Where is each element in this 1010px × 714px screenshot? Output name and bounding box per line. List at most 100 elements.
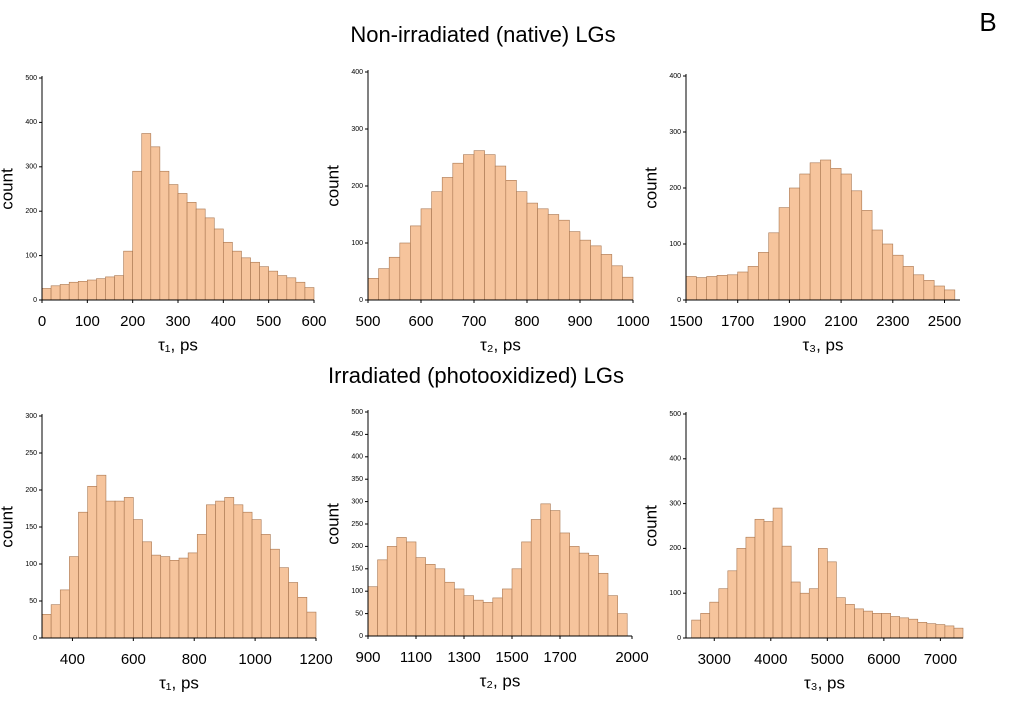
bar bbox=[808, 588, 819, 639]
bar bbox=[913, 274, 925, 301]
x-tick-label: 800 bbox=[514, 313, 539, 330]
bar bbox=[772, 507, 783, 639]
bar bbox=[87, 485, 98, 639]
y-tick-label: 300 bbox=[351, 126, 363, 133]
bar bbox=[168, 184, 179, 301]
y-tick-label: 250 bbox=[351, 521, 363, 528]
bar bbox=[953, 627, 964, 639]
x-tick-label: 5000 bbox=[811, 651, 844, 668]
y-axis-label: count bbox=[641, 167, 660, 209]
x-tick-label: 900 bbox=[355, 649, 380, 666]
y-axis-label: count bbox=[0, 168, 16, 210]
bar bbox=[700, 613, 711, 639]
bar bbox=[871, 229, 883, 301]
y-tick-label: 200 bbox=[669, 185, 681, 192]
y-tick-label: 500 bbox=[669, 411, 681, 418]
x-tick-label: 1500 bbox=[669, 313, 702, 330]
bar bbox=[232, 250, 242, 301]
bar bbox=[747, 266, 759, 301]
x-tick-label: 4000 bbox=[754, 651, 787, 668]
x-tick-label: 1000 bbox=[616, 313, 649, 330]
bar bbox=[727, 274, 738, 301]
bar bbox=[196, 534, 207, 639]
row-title: Non-irradiated (native) LGs bbox=[350, 22, 615, 47]
bar bbox=[213, 228, 224, 301]
bar bbox=[550, 510, 561, 637]
bar bbox=[415, 557, 426, 637]
y-tick-label: 250 bbox=[25, 450, 37, 457]
bar bbox=[69, 556, 79, 639]
bar bbox=[763, 521, 774, 639]
y-tick-label: 400 bbox=[25, 119, 37, 126]
bar bbox=[881, 613, 891, 639]
x-tick-label: 600 bbox=[408, 313, 433, 330]
bar bbox=[367, 586, 378, 637]
y-tick-label: 200 bbox=[351, 183, 363, 190]
x-tick-label: 1700 bbox=[543, 649, 576, 666]
bar bbox=[87, 279, 97, 301]
bar bbox=[706, 276, 718, 301]
bar bbox=[473, 150, 485, 301]
bar bbox=[96, 278, 106, 301]
x-tick-label: 1700 bbox=[721, 313, 754, 330]
bar bbox=[736, 548, 747, 639]
bar bbox=[169, 559, 180, 639]
bar bbox=[799, 173, 811, 301]
bar bbox=[304, 287, 315, 301]
bar bbox=[600, 254, 613, 301]
bar bbox=[41, 288, 52, 301]
y-tick-label: 100 bbox=[351, 240, 363, 247]
y-tick-label: 300 bbox=[25, 413, 37, 420]
y-tick-label: 0 bbox=[677, 297, 681, 304]
y-tick-label: 0 bbox=[359, 297, 363, 304]
bar bbox=[511, 568, 522, 637]
y-tick-label: 500 bbox=[351, 409, 363, 416]
bar bbox=[270, 548, 280, 639]
bar bbox=[578, 552, 590, 637]
y-tick-label: 0 bbox=[33, 635, 37, 642]
x-tick-label: 2500 bbox=[928, 313, 961, 330]
x-tick-label: 1100 bbox=[400, 649, 432, 666]
x-tick-label: 1000 bbox=[238, 651, 271, 668]
bar bbox=[505, 180, 517, 301]
y-tick-label: 100 bbox=[25, 252, 37, 259]
bar bbox=[105, 276, 115, 301]
bar bbox=[758, 252, 770, 301]
bar bbox=[872, 613, 882, 639]
bar bbox=[745, 536, 756, 639]
bar bbox=[935, 624, 946, 639]
bar bbox=[840, 173, 852, 301]
bar bbox=[59, 284, 70, 301]
bar bbox=[902, 266, 914, 301]
bar bbox=[463, 154, 475, 301]
y-axis-label: count bbox=[0, 506, 16, 548]
bar bbox=[492, 597, 503, 637]
y-tick-label: 150 bbox=[351, 566, 363, 573]
y-tick-label: 100 bbox=[25, 561, 37, 568]
bar bbox=[50, 285, 61, 301]
bar bbox=[540, 503, 551, 637]
y-tick-label: 350 bbox=[351, 476, 363, 483]
bar bbox=[917, 622, 928, 639]
bar bbox=[836, 597, 846, 639]
bar bbox=[251, 519, 262, 639]
bar bbox=[617, 613, 628, 637]
bar bbox=[114, 275, 124, 301]
x-axis-label: τ₂, ps bbox=[480, 335, 521, 354]
bar bbox=[388, 256, 401, 301]
x-tick-label: 0 bbox=[38, 313, 46, 330]
bar bbox=[223, 241, 233, 301]
y-tick-label: 200 bbox=[25, 208, 37, 215]
panel-label: B bbox=[979, 7, 996, 37]
bar bbox=[260, 534, 271, 639]
bar bbox=[434, 568, 446, 637]
bar bbox=[425, 564, 436, 637]
x-tick-label: 1300 bbox=[447, 649, 480, 666]
bar bbox=[516, 191, 528, 301]
bar bbox=[778, 207, 790, 301]
bar bbox=[215, 500, 225, 639]
x-tick-label: 1500 bbox=[495, 649, 528, 666]
bar bbox=[233, 504, 244, 639]
bar bbox=[159, 170, 170, 301]
